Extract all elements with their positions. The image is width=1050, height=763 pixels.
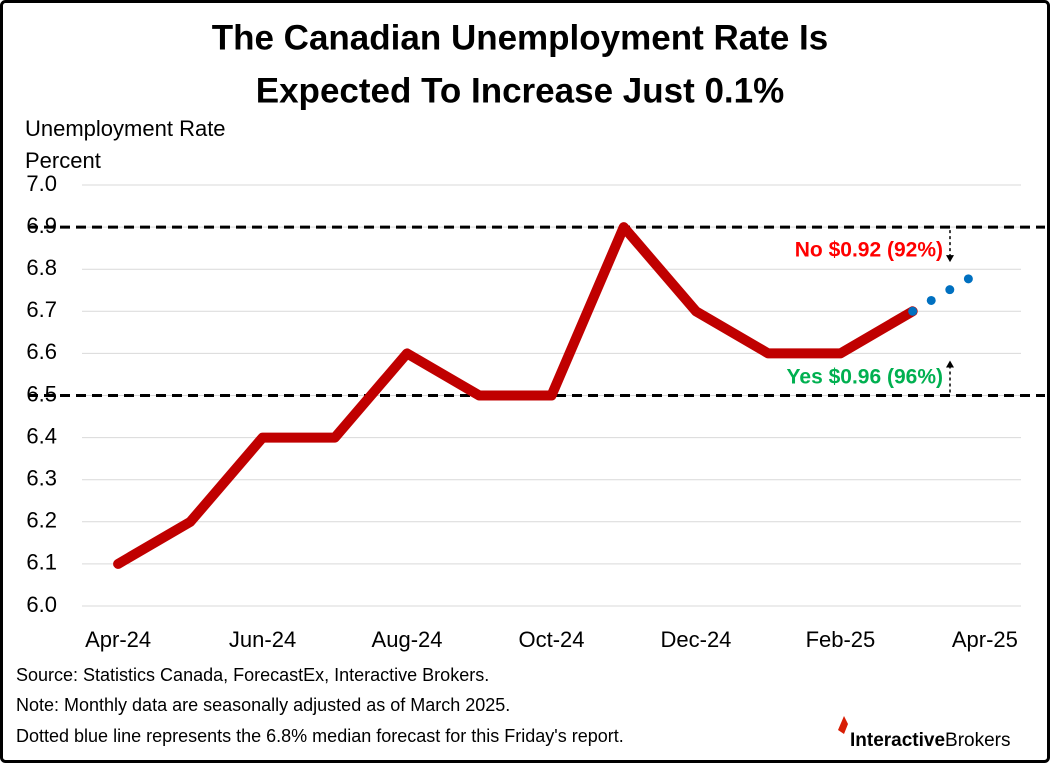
chart-title: The Canadian Unemployment Rate Is (212, 18, 829, 57)
y-tick-label: 6.7 (26, 297, 57, 322)
y-axis-label: Unemployment Rate (25, 116, 226, 141)
y-tick-label: 6.0 (26, 592, 57, 617)
y-tick-label: 6.1 (26, 550, 57, 575)
logo: InteractiveBrokers (850, 730, 1011, 751)
y-tick-label: 6.8 (26, 255, 57, 280)
arrow-head (946, 360, 954, 368)
x-tick-label: Dec-24 (661, 627, 732, 652)
footnote: Dotted blue line represents the 6.8% med… (16, 726, 624, 746)
data-line (113, 222, 918, 569)
annotation: No $0.92 (92%) (795, 239, 943, 262)
footnote: Source: Statistics Canada, ForecastEx, I… (16, 665, 489, 685)
annotation: Yes $0.96 (96%) (787, 366, 943, 389)
arrow-head (946, 255, 954, 263)
data-line (908, 264, 990, 316)
y-tick-label: 6.2 (26, 508, 57, 533)
y-tick-label: 7.0 (26, 171, 57, 196)
x-tick-label: Jun-24 (229, 627, 296, 652)
x-tick-label: Feb-25 (806, 627, 876, 652)
logo-part: Interactive (850, 730, 945, 751)
x-tick-label: Oct-24 (518, 627, 584, 652)
chart-title: Expected To Increase Just 0.1% (256, 71, 784, 110)
y-tick-label: 6.5 (26, 381, 57, 406)
y-tick-label: 6.4 (26, 423, 57, 448)
y-axis-label: Percent (25, 148, 101, 173)
x-tick-label: Apr-25 (952, 627, 1018, 652)
x-tick-label: Aug-24 (372, 627, 443, 652)
y-tick-label: 6.6 (26, 339, 57, 364)
y-tick-label: 6.9 (26, 213, 57, 238)
logo-part: Brokers (945, 730, 1010, 751)
logo-icon (838, 716, 848, 734)
footnote: Note: Monthly data are seasonally adjust… (16, 695, 510, 715)
x-tick-label: Apr-24 (85, 627, 151, 652)
y-tick-label: 6.3 (26, 466, 57, 491)
